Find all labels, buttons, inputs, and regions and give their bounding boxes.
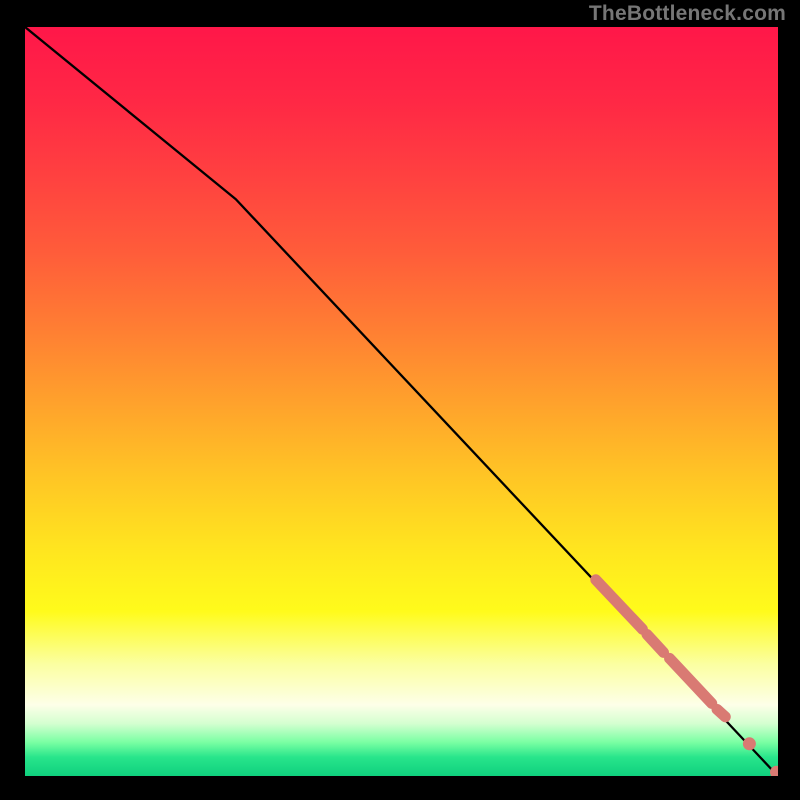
chart-svg xyxy=(25,27,778,776)
chart-container: TheBottleneck.com xyxy=(0,0,800,800)
gradient-background xyxy=(25,27,778,776)
attribution-text: TheBottleneck.com xyxy=(589,2,786,26)
plot-area xyxy=(25,27,778,776)
data-marker xyxy=(743,737,756,750)
highlight-segment xyxy=(717,709,725,716)
